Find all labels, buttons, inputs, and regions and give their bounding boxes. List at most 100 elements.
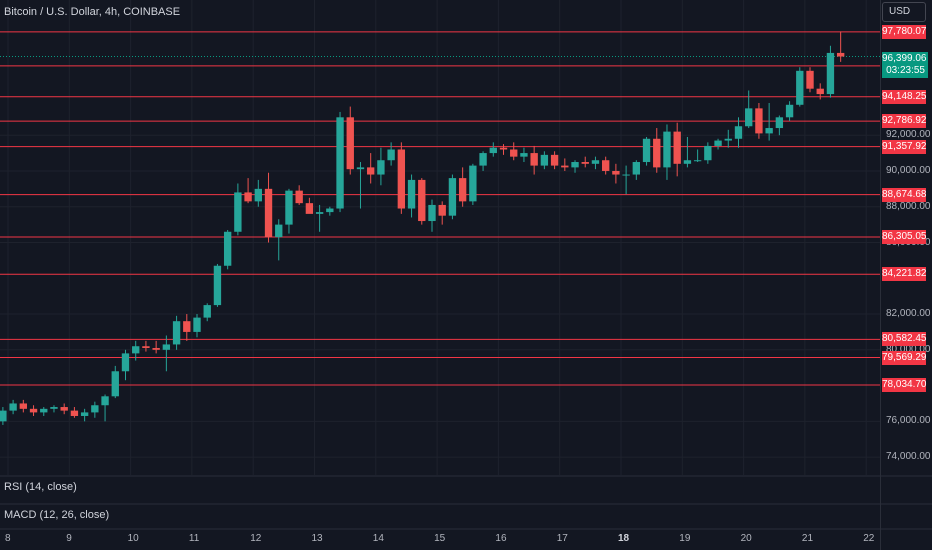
- candle-body-23: [193, 317, 201, 332]
- candle-body-21: [172, 321, 181, 345]
- candle-body-44: [407, 179, 416, 209]
- candle-body-37: [336, 117, 344, 209]
- candle-body-62: [591, 160, 600, 164]
- candle-body-38: [346, 117, 354, 170]
- time-tick: 17: [556, 533, 568, 544]
- candle-body-64: [612, 170, 620, 175]
- time-tick: 16: [495, 533, 507, 544]
- candle-body-25: [213, 265, 222, 306]
- symbol-title[interactable]: Bitcoin / U.S. Dollar, 4h, COINBASE: [4, 6, 181, 18]
- price-tick: 92,000.00: [886, 129, 931, 141]
- candle-body-69: [663, 131, 671, 168]
- candle-body-42: [387, 149, 395, 161]
- candle-body-10: [60, 407, 68, 411]
- candle-body-77: [745, 108, 753, 127]
- candle-body-66: [632, 162, 641, 175]
- candle-body-85: [826, 52, 835, 95]
- candle-body-43: [397, 149, 406, 209]
- candle-body-16: [121, 353, 130, 372]
- candle-body-53: [499, 147, 508, 150]
- price-tick: 76,000.00: [886, 415, 931, 427]
- candle-body-5: [9, 403, 17, 411]
- candle-body-48: [448, 178, 457, 216]
- time-tick: 8: [5, 533, 11, 544]
- level-label: 80,582.45: [882, 332, 927, 347]
- candle-body-7: [29, 408, 38, 413]
- time-tick: 21: [801, 533, 814, 544]
- time-tick: 20: [740, 533, 752, 544]
- candle-body-11: [70, 410, 79, 416]
- candle-body-6: [19, 403, 28, 409]
- level-label: 86,305.05: [882, 230, 927, 245]
- candle-body-20: [162, 344, 171, 350]
- candle-body-47: [438, 204, 446, 216]
- price-tick: 88,000.00: [886, 200, 931, 212]
- candle-body-84: [816, 88, 824, 95]
- candle-body-27: [234, 192, 242, 232]
- candle-body-54: [510, 149, 518, 157]
- candle-body-36: [326, 208, 334, 213]
- macd-pane-title[interactable]: MACD (12, 26, close): [4, 509, 110, 521]
- candle-body-73: [704, 145, 712, 161]
- candle-body-65: [622, 174, 630, 176]
- candle-body-39: [356, 167, 365, 170]
- candle-body-45: [418, 179, 426, 222]
- candle-body-17: [132, 346, 140, 354]
- candle-body-31: [275, 224, 283, 238]
- candle-body-30: [264, 188, 273, 238]
- time-tick: 22: [863, 533, 875, 544]
- candle-body-35: [315, 212, 324, 214]
- candle-body-18: [142, 346, 150, 349]
- candle-body-80: [775, 117, 784, 129]
- candle-body-29: [254, 188, 262, 202]
- currency-button[interactable]: USD: [882, 2, 926, 22]
- candle-body-46: [428, 204, 436, 222]
- time-tick: 13: [311, 533, 323, 544]
- candle-body-12: [80, 412, 89, 416]
- time-tick: 12: [250, 533, 262, 544]
- bar-countdown: 03:23:55: [886, 65, 925, 76]
- time-tick: 9: [66, 533, 72, 544]
- level-label: 78,034.70: [882, 377, 927, 392]
- price-tick: 80,000.00: [886, 343, 931, 355]
- candle-body-61: [581, 162, 589, 164]
- candle-body-82: [796, 70, 804, 105]
- candle-body-40: [367, 167, 375, 175]
- level-label: 88,674.68: [882, 187, 927, 202]
- candle-body-22: [183, 321, 191, 332]
- candle-body-52: [489, 147, 497, 154]
- candle-body-49: [458, 178, 467, 202]
- candle-body-76: [734, 126, 743, 139]
- candle-body-34: [305, 203, 314, 214]
- time-tick: 10: [127, 533, 139, 544]
- candle-body-8: [40, 408, 48, 413]
- level-label: 97,780.07: [882, 24, 927, 39]
- candle-body-4: [0, 410, 7, 422]
- candle-body-28: [244, 192, 252, 202]
- candle-body-57: [540, 154, 549, 166]
- candle-body-51: [479, 153, 487, 166]
- level-label: 94,148.25: [882, 89, 927, 104]
- candle-body-13: [91, 405, 99, 413]
- candle-body-14: [101, 396, 109, 406]
- candle-body-26: [223, 231, 232, 266]
- candle-body-19: [152, 348, 160, 350]
- candle-body-32: [285, 190, 293, 225]
- candle-body-83: [806, 70, 814, 89]
- time-tick: 18: [618, 533, 630, 544]
- candle-body-9: [50, 407, 58, 409]
- horizontal-levels: [0, 31, 880, 386]
- candle-body-63: [601, 160, 610, 171]
- candle-body-59: [561, 165, 569, 168]
- candle-body-78: [755, 108, 763, 134]
- candle-body-58: [550, 154, 559, 166]
- last-price-value: 96,399.06: [882, 53, 927, 64]
- candle-body-74: [714, 140, 722, 146]
- time-tick: 15: [434, 533, 446, 544]
- price-tick: 82,000.00: [886, 308, 931, 320]
- candle-body-24: [203, 305, 211, 318]
- candle-body-60: [571, 162, 579, 168]
- time-tick: 11: [188, 533, 200, 544]
- rsi-pane-title[interactable]: RSI (14, close): [4, 481, 77, 493]
